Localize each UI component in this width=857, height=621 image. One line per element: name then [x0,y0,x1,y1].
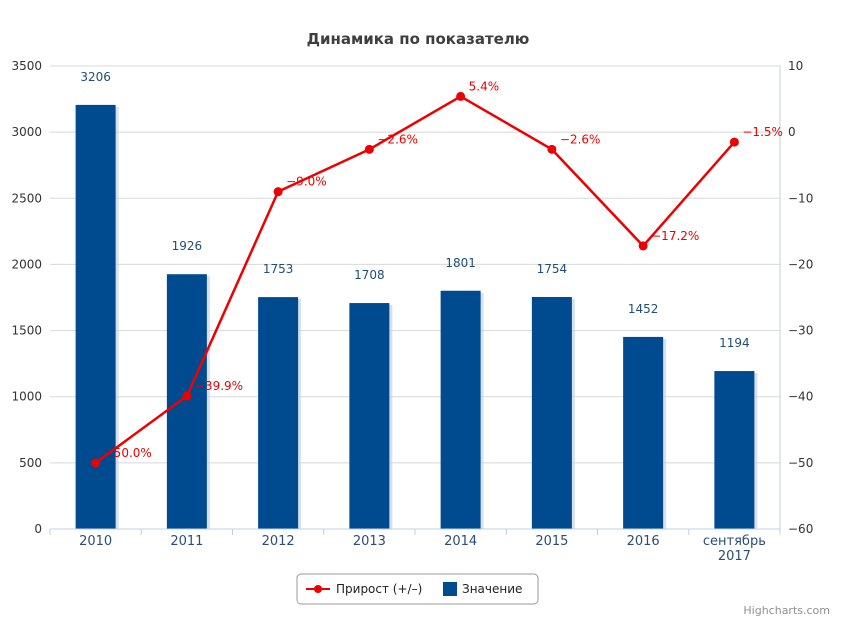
left-tick-label: 3500 [11,59,42,73]
legend-line-marker [314,585,322,593]
growth-line [94,95,736,464]
right-axis: −60 −50 −40 −30 −20 −10 0 10 [779,59,813,536]
chart-title: Динамика по показателю [307,30,530,48]
left-tick-label: 3000 [11,125,42,139]
bar[interactable] [75,104,116,529]
line-value-label: 5.4% [469,79,500,93]
x-axis: 2010 2011 2012 2013 2014 2015 2016 сентябрь 2017 [49,528,781,564]
bar-value-label: 1754 [537,262,568,276]
legend-box [296,573,539,605]
line-point[interactable] [273,187,283,197]
left-tick-label: 500 [19,456,42,470]
bar[interactable] [258,297,299,529]
bar[interactable] [531,296,572,529]
legend-item-growth[interactable]: Прирост (+/–) [336,582,422,596]
legend[interactable]: Прирост (+/–) Значение [296,573,539,605]
left-axis: 0 500 1000 1500 2000 2500 3000 3500 [11,59,42,536]
right-tick-label: −10 [788,191,813,205]
left-tick-label: 2500 [11,191,42,205]
line-point[interactable] [456,91,466,101]
right-tick-label: −30 [788,324,813,338]
right-tick-label: −50 [788,456,813,470]
right-tick-label: −40 [788,390,813,404]
x-tick-label: 2010 [79,534,112,549]
line-value-label: −1.5% [742,125,783,139]
line-value-label: −39.9% [195,379,243,393]
bar-value-label: 1753 [263,262,294,276]
bar[interactable] [166,274,207,529]
line-value-label: −2.6% [560,132,601,146]
legend-item-value[interactable]: Значение [462,582,522,596]
bar-value-label: 1452 [628,302,659,316]
left-tick-label: 0 [34,522,42,536]
x-tick-label: 2011 [170,534,203,549]
x-tick-label: 2014 [444,534,477,549]
left-tick-label: 1500 [11,324,42,338]
bar-value-label: 3206 [80,70,111,84]
data-labels: 3206 1926 1753 1708 1801 1754 1452 1194 −50.0% −3… [80,70,783,460]
left-tick-label: 2000 [11,257,42,271]
legend-bar-swatch [443,582,457,596]
right-tick-label: −60 [788,522,813,536]
bar-value-label: 1194 [719,336,750,350]
bar[interactable] [623,336,664,529]
right-tick-label: −20 [788,257,813,271]
line-value-label: −9.0% [286,175,327,189]
x-tick-label: 2015 [535,534,568,549]
bar[interactable] [349,303,390,529]
line-series [91,91,739,468]
bar[interactable] [714,371,755,529]
line-value-label: −17.2% [651,229,699,243]
bar[interactable] [440,290,481,529]
line-point[interactable] [729,137,739,147]
line-value-label: −2.6% [377,132,418,146]
line-point[interactable] [91,458,101,468]
x-tick-label: сентябрь 2017 [703,534,766,564]
x-tick-label: 2013 [353,534,386,549]
bar-value-label: 1708 [354,268,385,282]
line-point[interactable] [547,144,557,154]
bar-series [75,104,758,529]
line-point[interactable] [182,391,192,401]
right-tick-label: 10 [788,59,803,73]
x-tick-label: 2012 [262,534,295,549]
left-tick-label: 1000 [11,390,42,404]
x-tick-label: 2016 [627,534,660,549]
credits-link[interactable]: Highcharts.com [743,604,830,617]
line-point[interactable] [638,241,648,251]
line-value-label: −50.0% [104,446,152,460]
right-tick-label: 0 [788,125,796,139]
bar-value-label: 1801 [445,256,476,270]
bar-value-label: 1926 [172,239,203,253]
line-point[interactable] [364,144,374,154]
